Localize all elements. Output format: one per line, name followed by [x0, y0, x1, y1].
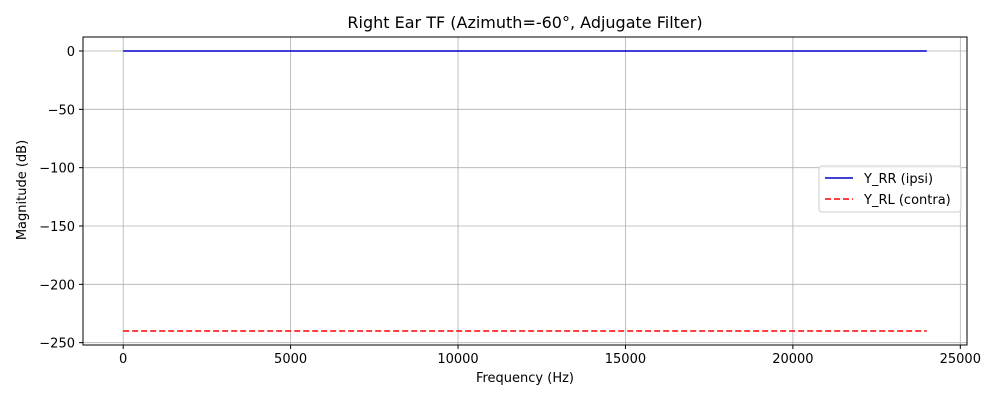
legend-box [818, 165, 962, 213]
x-tick-label: 5000 [274, 352, 307, 367]
y-tick-label: −150 [39, 220, 75, 235]
y-axis-label: Magnitude (dB) [15, 140, 30, 240]
x-axis-ticks: 0 5000 10000 15000 20000 25000 [119, 345, 981, 367]
y-tick-label: −50 [48, 103, 75, 118]
x-tick-label: 0 [119, 352, 127, 367]
legend: Y_RR (ipsi) Y_RL (contra) [818, 165, 962, 213]
x-tick-label: 20000 [772, 352, 813, 367]
x-tick-label: 10000 [437, 352, 478, 367]
plot-frame [82, 36, 968, 346]
x-tick-label: 15000 [605, 352, 646, 367]
x-tick-label: 25000 [940, 352, 981, 367]
legend-label-ipsi: Y_RR (ipsi) [863, 172, 933, 187]
y-tick-label: −200 [39, 278, 75, 293]
y-tick-label: −100 [39, 162, 75, 177]
y-tick-label: −250 [39, 337, 75, 352]
series-layer [123, 50, 927, 332]
y-tick-label: 0 [67, 45, 75, 60]
y-axis-ticks: 0 −50 −100 −150 −200 −250 [39, 45, 83, 352]
x-axis-label: Frequency (Hz) [476, 371, 574, 386]
legend-label-contra: Y_RL (contra) [863, 193, 951, 208]
chart-title: Right Ear TF (Azimuth=-60°, Adjugate Fil… [347, 13, 702, 32]
